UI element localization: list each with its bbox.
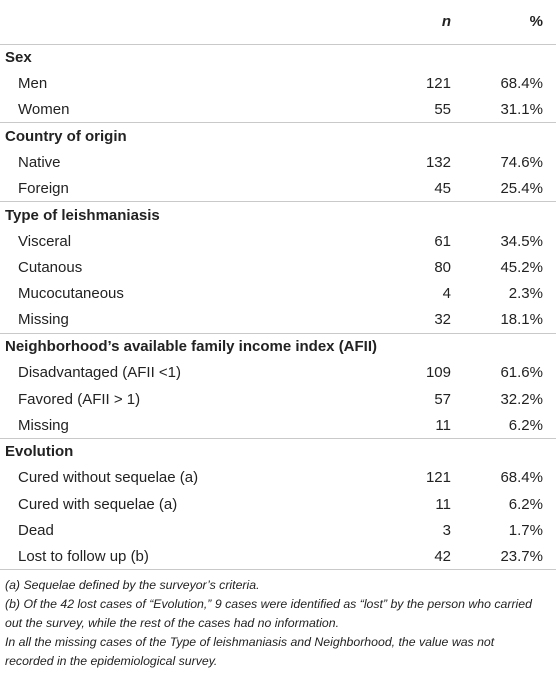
group-title: Neighborhood’s available family income i…: [0, 332, 556, 360]
row-count: 11: [435, 416, 451, 434]
row-label: Missing: [18, 311, 69, 329]
table-row: Missing 11 6.2%: [0, 412, 556, 438]
table-row: Cutanous 80 45.2%: [0, 254, 556, 280]
table-row: Disadvantaged (AFII <1) 109 61.6%: [0, 360, 556, 386]
row-percent: 45.2%: [500, 259, 543, 277]
row-label: Disadvantaged (AFII <1): [18, 364, 182, 382]
row-count: 80: [434, 259, 451, 277]
row-percent: 68.4%: [500, 74, 543, 92]
table-row: Mucocutaneous 4 2.3%: [0, 281, 556, 307]
demographics-table: n % Sex Men 121 68.4% Women 55 31.1% Country of…: [0, 0, 556, 571]
row-label: Cured with sequelae (a): [18, 495, 178, 513]
row-percent: 23.7%: [464, 543, 556, 571]
table-row: Dead 3 1.7%: [0, 517, 556, 543]
row-count: 121: [425, 74, 451, 92]
row-label: Mucocutaneous: [18, 285, 124, 303]
row-percent: 68.4%: [500, 469, 543, 487]
header-percent: %: [464, 0, 556, 45]
row-percent: 32.2%: [500, 390, 543, 408]
row-percent: 74.6%: [500, 153, 543, 171]
row-label: Visceral: [18, 232, 72, 250]
group-title: Country of origin: [0, 122, 556, 150]
row-count: 32: [434, 311, 451, 329]
table-row: Foreign 45 25.4%: [0, 175, 556, 201]
group-header-row: Type of leishmaniasis: [0, 201, 556, 229]
row-count: 55: [434, 100, 451, 118]
row-count: 109: [425, 364, 451, 382]
table-row: Lost to follow up (b) 42 23.7%: [0, 543, 556, 571]
row-label: Cured without sequelae (a): [18, 469, 199, 487]
table-row: Missing 32 18.1%: [0, 307, 556, 333]
row-label: Missing: [18, 416, 69, 434]
table-row: Women 55 31.1%: [0, 97, 556, 123]
data-table-container: n % Sex Men 121 68.4% Women 55 31.1% Country of…: [0, 0, 556, 671]
table-row: Visceral 61 34.5%: [0, 228, 556, 254]
row-label: Lost to follow up (b): [0, 543, 390, 571]
group-header-row: Sex: [0, 44, 556, 70]
footnote: (a) Sequelae defined by the surveyor’s c…: [5, 578, 260, 593]
footnote: (b) Of the 42 lost cases of “Evolution,”…: [5, 597, 532, 631]
group-header-row: Evolution: [0, 437, 556, 465]
group-title: Evolution: [0, 437, 556, 465]
row-count: 121: [425, 469, 451, 487]
row-percent: 2.3%: [508, 285, 543, 303]
row-count: 3: [442, 521, 451, 539]
table-row: Native 132 74.6%: [0, 149, 556, 175]
footnote: In all the missing cases of the Type of …: [5, 635, 495, 669]
row-count: 132: [425, 153, 451, 171]
group-title: Type of leishmaniasis: [0, 201, 556, 229]
row-count: 57: [434, 390, 451, 408]
row-count: 11: [435, 495, 451, 513]
table-row: Favored (AFII > 1) 57 32.2%: [0, 386, 556, 412]
table-row: Cured with sequelae (a) 11 6.2%: [0, 491, 556, 517]
table-header-row: n %: [0, 0, 556, 45]
row-percent: 61.6%: [500, 364, 543, 382]
row-label: Women: [18, 100, 70, 118]
table-row: Cured without sequelae (a) 121 68.4%: [0, 465, 556, 491]
table-body: Sex Men 121 68.4% Women 55 31.1% Country of ori…: [0, 44, 556, 571]
row-percent: 31.1%: [500, 100, 543, 118]
group-header-row: Country of origin: [0, 122, 556, 150]
row-label: Dead: [18, 521, 54, 539]
row-label: Cutanous: [18, 259, 83, 277]
row-percent: 25.4%: [500, 179, 543, 197]
group-header-row: Neighborhood’s available family income i…: [0, 332, 556, 360]
row-percent: 6.2%: [508, 495, 543, 513]
row-count: 45: [434, 179, 451, 197]
row-percent: 34.5%: [500, 232, 543, 250]
row-count: 4: [442, 285, 451, 303]
header-label-cell: [0, 0, 390, 45]
header-n: n: [390, 0, 464, 45]
row-label: Native: [18, 153, 61, 171]
group-title: Sex: [5, 48, 32, 66]
row-label: Favored (AFII > 1): [18, 390, 141, 408]
row-percent: 6.2%: [508, 416, 543, 434]
row-percent: 1.7%: [508, 521, 543, 539]
table-footnotes: (a) Sequelae defined by the surveyor’s c…: [0, 570, 556, 671]
row-count: 42: [390, 543, 464, 571]
table-row: Men 121 68.4%: [0, 70, 556, 96]
row-percent: 18.1%: [500, 311, 543, 329]
row-label: Men: [18, 74, 48, 92]
row-label: Foreign: [18, 179, 69, 197]
row-count: 61: [434, 232, 451, 250]
